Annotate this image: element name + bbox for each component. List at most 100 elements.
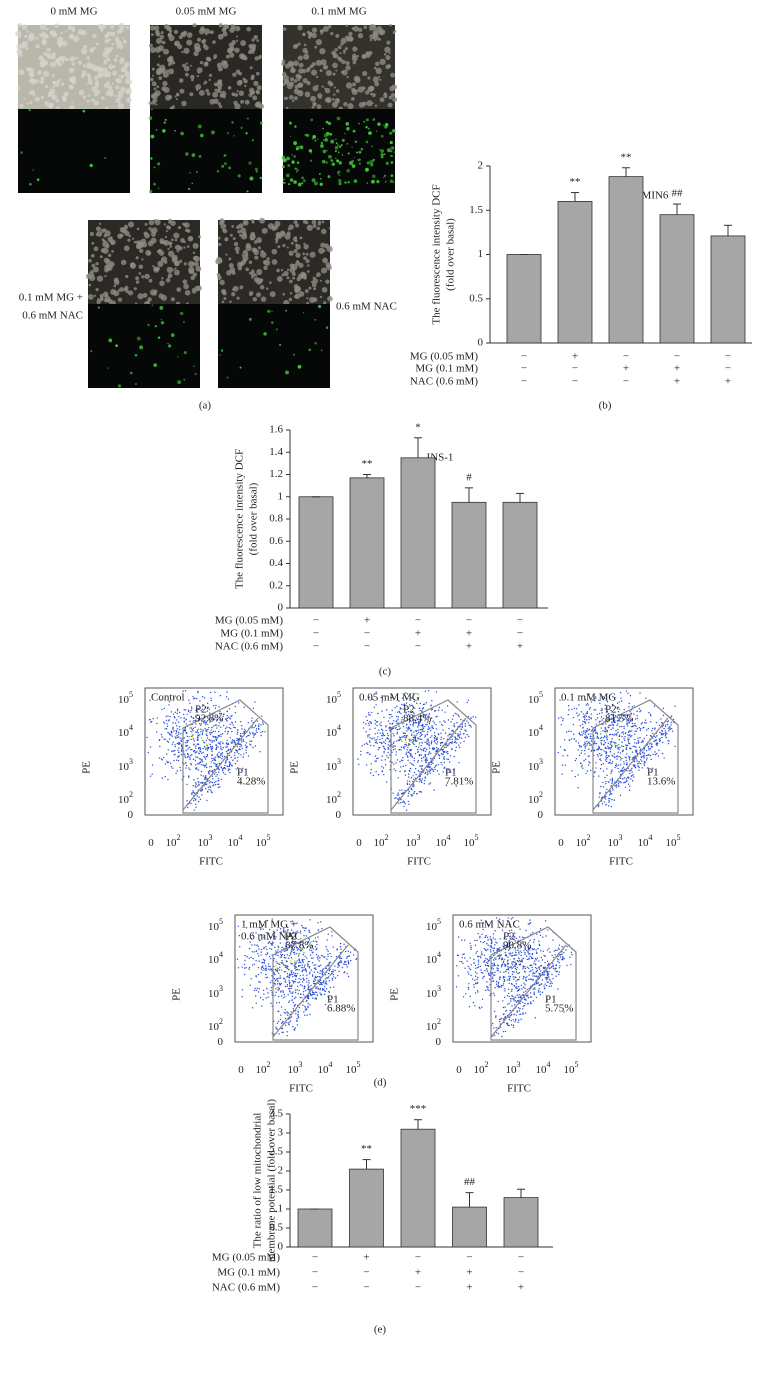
event — [428, 722, 431, 725]
event — [619, 691, 622, 694]
event — [426, 772, 429, 774]
event — [165, 719, 168, 722]
event — [651, 743, 653, 746]
event — [200, 774, 202, 776]
event — [663, 757, 665, 759]
cell — [248, 260, 253, 265]
event — [205, 776, 207, 778]
event — [408, 738, 410, 741]
cell — [104, 267, 109, 273]
event — [410, 697, 413, 699]
event — [609, 747, 611, 749]
event — [187, 755, 189, 757]
event — [425, 713, 428, 716]
cell — [269, 281, 272, 285]
event — [290, 973, 292, 975]
event — [421, 710, 423, 712]
green-cell — [231, 121, 234, 124]
event — [584, 753, 586, 755]
green-cell — [384, 180, 387, 183]
event — [453, 723, 455, 725]
event — [446, 744, 449, 747]
event — [298, 952, 301, 955]
green-cell — [150, 157, 153, 160]
event — [606, 747, 608, 749]
green-cell — [377, 122, 381, 126]
event — [588, 748, 590, 750]
cell — [62, 61, 65, 64]
event — [394, 797, 396, 800]
event — [189, 727, 191, 729]
green-cell — [383, 174, 387, 177]
event — [362, 721, 365, 724]
cell — [357, 89, 360, 92]
green-cell — [29, 183, 32, 186]
cell — [217, 79, 223, 85]
event — [164, 775, 166, 778]
event — [643, 737, 645, 740]
event — [656, 752, 658, 755]
event — [383, 752, 385, 754]
event — [179, 766, 181, 769]
event — [646, 757, 648, 759]
cell — [152, 92, 159, 99]
event — [622, 733, 625, 735]
event — [237, 767, 239, 769]
event — [266, 919, 269, 922]
event — [583, 718, 586, 721]
event — [376, 742, 378, 745]
event — [430, 709, 433, 711]
event — [620, 700, 623, 702]
event — [605, 732, 607, 734]
event — [623, 777, 626, 779]
tick-label: 0 — [558, 837, 564, 849]
green-cell — [296, 170, 298, 173]
event — [231, 739, 234, 741]
condition-mark: + — [466, 628, 472, 640]
event — [358, 763, 360, 766]
cell — [344, 46, 348, 51]
event — [417, 697, 419, 699]
event — [430, 741, 433, 744]
bar — [400, 457, 436, 609]
cell — [103, 82, 110, 89]
event — [398, 739, 400, 742]
cell — [102, 247, 109, 254]
cell — [385, 64, 391, 70]
event — [180, 744, 183, 746]
cell — [77, 60, 83, 65]
cell — [163, 23, 169, 29]
event — [575, 757, 578, 760]
green-cell — [314, 139, 317, 142]
cell — [217, 33, 224, 40]
event — [409, 724, 412, 726]
event — [631, 719, 633, 721]
event — [190, 730, 192, 733]
event — [418, 738, 420, 740]
event — [203, 778, 206, 781]
event — [599, 702, 601, 704]
cell — [142, 292, 148, 298]
cell — [93, 46, 96, 50]
event — [247, 735, 249, 737]
event — [189, 711, 191, 713]
cell — [45, 27, 49, 31]
event — [285, 966, 288, 968]
event — [626, 715, 628, 717]
event — [627, 725, 629, 727]
event — [576, 712, 578, 714]
event — [239, 735, 242, 737]
event — [599, 720, 601, 722]
gate-percent: 92.8% — [195, 713, 223, 725]
event — [401, 740, 403, 742]
event — [266, 976, 269, 978]
cell — [68, 77, 74, 82]
event — [192, 785, 194, 787]
event — [217, 756, 220, 758]
event — [407, 744, 410, 746]
cell — [138, 264, 144, 270]
cell — [288, 279, 293, 284]
cell — [379, 78, 382, 81]
green-cell — [177, 380, 182, 385]
event — [421, 723, 424, 726]
